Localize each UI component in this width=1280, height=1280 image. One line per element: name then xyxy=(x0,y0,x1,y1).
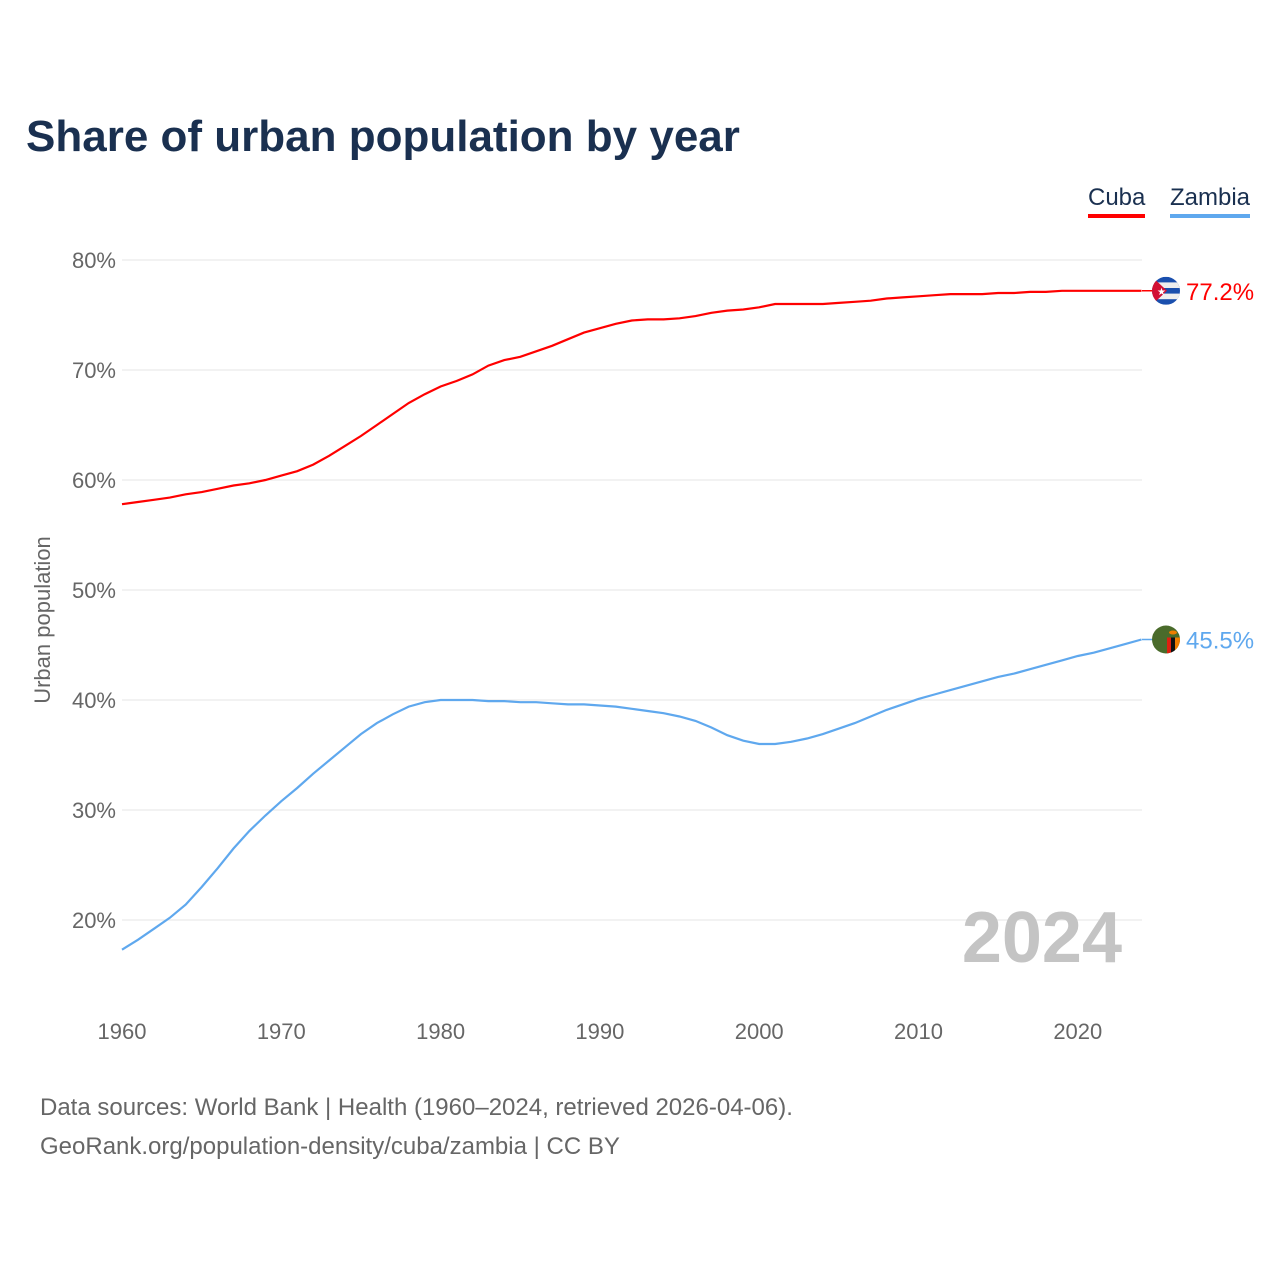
y-tick-label: 70% xyxy=(72,358,116,383)
footer: Data sources: World Bank | Health (1960–… xyxy=(40,1088,793,1166)
source-link[interactable]: GeoRank.org/population-density/cuba/zamb… xyxy=(40,1133,620,1160)
end-label-zambia: 45.5% xyxy=(1186,628,1254,655)
x-tick-label: 2020 xyxy=(1053,1019,1102,1044)
x-tick-label: 1980 xyxy=(416,1019,465,1044)
svg-text:★: ★ xyxy=(1157,287,1166,298)
end-label-cuba: 77.2% xyxy=(1186,279,1254,306)
y-tick-label: 40% xyxy=(72,688,116,713)
x-tick-label: 1970 xyxy=(257,1019,306,1044)
series-line-zambia xyxy=(121,638,1142,951)
x-tick-label: 1960 xyxy=(98,1019,147,1044)
chart-title: Share of urban population by year xyxy=(26,112,740,161)
y-tick-label: 50% xyxy=(72,578,116,603)
x-tick-label: 2010 xyxy=(894,1019,943,1044)
year-watermark: 2024 xyxy=(962,898,1122,978)
zambia-flag-icon xyxy=(1152,625,1180,654)
y-tick-label: 30% xyxy=(72,798,116,823)
y-tick-label: 20% xyxy=(72,908,116,933)
source-note: Data sources: World Bank | Health (1960–… xyxy=(40,1094,793,1121)
x-tick-label: 1990 xyxy=(575,1019,624,1044)
legend-zambia[interactable]: Zambia xyxy=(1170,184,1251,218)
y-axis-label: Urban population xyxy=(30,536,55,704)
y-tick-label: 80% xyxy=(72,248,116,273)
series-line-cuba xyxy=(121,289,1142,506)
y-tick-label: 60% xyxy=(72,468,116,493)
cuba-flag-icon: ★ xyxy=(1152,276,1180,305)
legend-cuba[interactable]: Cuba xyxy=(1088,184,1146,218)
x-tick-label: 2000 xyxy=(735,1019,784,1044)
